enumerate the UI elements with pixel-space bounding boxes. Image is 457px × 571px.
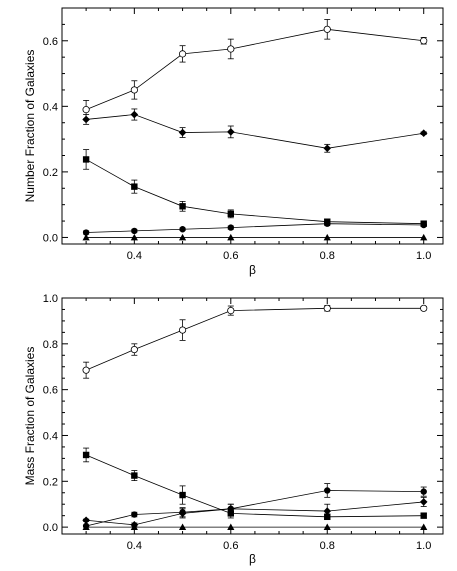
data-point bbox=[82, 451, 90, 459]
x-tick-label: 0.4 bbox=[127, 540, 142, 552]
series-line bbox=[85, 159, 424, 225]
series-line bbox=[86, 501, 424, 526]
data-point bbox=[178, 509, 187, 518]
y-tick-label: 0.2 bbox=[43, 167, 58, 179]
data-point bbox=[323, 523, 331, 531]
data-point bbox=[82, 523, 90, 531]
series-filled-triangle bbox=[82, 523, 428, 531]
y-tick-label: 1.0 bbox=[43, 293, 58, 305]
y-tick-label: 0.0 bbox=[43, 232, 58, 244]
x-tick-label: 0.8 bbox=[320, 540, 335, 552]
data-point bbox=[82, 366, 90, 374]
data-point bbox=[130, 233, 138, 241]
series-filled-diamond bbox=[82, 108, 428, 153]
data-point bbox=[420, 37, 428, 45]
data-point bbox=[420, 488, 427, 495]
data-point bbox=[178, 128, 187, 137]
data-point bbox=[82, 106, 90, 114]
series-line bbox=[86, 223, 424, 233]
y-axis-label: Number Fraction of Galaxies bbox=[23, 50, 37, 203]
series-line bbox=[85, 307, 424, 371]
data-point bbox=[227, 233, 235, 241]
series-line bbox=[86, 490, 424, 527]
data-point bbox=[130, 345, 138, 354]
series-line bbox=[85, 28, 424, 110]
data-point bbox=[419, 498, 428, 506]
data-point bbox=[131, 183, 138, 190]
series-filled-triangle bbox=[82, 233, 428, 241]
data-point bbox=[82, 233, 90, 241]
data-point bbox=[131, 472, 138, 479]
data-point bbox=[178, 523, 187, 531]
series-filled-diamond bbox=[82, 496, 428, 529]
x-axis-label: β bbox=[249, 263, 256, 277]
data-point bbox=[178, 326, 187, 334]
data-point bbox=[420, 221, 427, 229]
x-tick-label: 1.0 bbox=[416, 540, 431, 552]
plot-frame bbox=[61, 7, 444, 245]
y-tick-label: 0.8 bbox=[43, 339, 58, 351]
data-point bbox=[227, 45, 235, 53]
series-open-circle bbox=[82, 304, 428, 379]
y-tick-label: 0.6 bbox=[43, 36, 58, 48]
x-tick-label: 0.6 bbox=[223, 250, 238, 262]
series-filled-circle bbox=[82, 220, 427, 236]
data-point bbox=[420, 523, 428, 531]
data-point bbox=[419, 129, 428, 138]
y-tick-label: 0.4 bbox=[43, 430, 58, 442]
x-tick-label: 0.4 bbox=[127, 250, 142, 262]
data-point bbox=[179, 491, 186, 499]
x-tick-label: 1.0 bbox=[416, 250, 431, 262]
data-point bbox=[323, 25, 331, 33]
data-point bbox=[323, 144, 332, 153]
data-point bbox=[131, 511, 138, 518]
data-point bbox=[324, 220, 331, 227]
data-point bbox=[130, 523, 138, 531]
data-point bbox=[324, 487, 331, 494]
series-open-circle bbox=[82, 19, 428, 120]
data-point bbox=[227, 307, 235, 315]
data-point bbox=[131, 227, 138, 235]
series-line bbox=[86, 114, 424, 149]
data-point bbox=[323, 233, 331, 241]
y-tick-label: 0.2 bbox=[43, 476, 58, 488]
data-point bbox=[82, 115, 90, 124]
data-point bbox=[226, 128, 235, 136]
data-point bbox=[82, 516, 90, 525]
data-point bbox=[179, 226, 186, 233]
series-filled-square bbox=[82, 149, 427, 227]
data-point bbox=[323, 507, 332, 515]
data-point bbox=[420, 233, 428, 241]
plot-frame bbox=[61, 297, 444, 535]
data-point bbox=[130, 110, 139, 119]
data-point bbox=[227, 523, 235, 531]
series-line bbox=[85, 454, 424, 518]
data-point bbox=[178, 233, 187, 241]
data-point bbox=[82, 156, 90, 163]
data-point bbox=[420, 512, 427, 519]
x-axis-label: β bbox=[249, 552, 256, 566]
y-tick-label: 0.6 bbox=[43, 385, 58, 397]
data-point bbox=[323, 304, 331, 312]
mass-fraction-chart: 0.4 0.6 0.8 1.0 0.0 0.2 0.4 0.6 0.8 1.0 β Mass Frac… bbox=[23, 293, 444, 566]
data-point bbox=[227, 224, 234, 231]
y-tick-label: 0.0 bbox=[43, 522, 58, 534]
x-tick-label: 0.6 bbox=[223, 540, 238, 552]
data-point bbox=[130, 86, 138, 94]
data-point bbox=[420, 304, 428, 312]
y-axis-label: Mass Fraction of Galaxies bbox=[23, 347, 37, 486]
y-tick-label: 0.4 bbox=[43, 101, 58, 113]
data-point bbox=[227, 210, 234, 218]
data-point bbox=[82, 229, 90, 236]
x-tick-label: 0.8 bbox=[320, 250, 335, 262]
data-point bbox=[178, 50, 187, 58]
data-point bbox=[226, 504, 235, 513]
data-point bbox=[179, 203, 186, 210]
number-fraction-chart: 0.4 0.6 0.8 1.0 0.0 0.2 0.4 0.6 β Number Fraction… bbox=[23, 7, 444, 277]
